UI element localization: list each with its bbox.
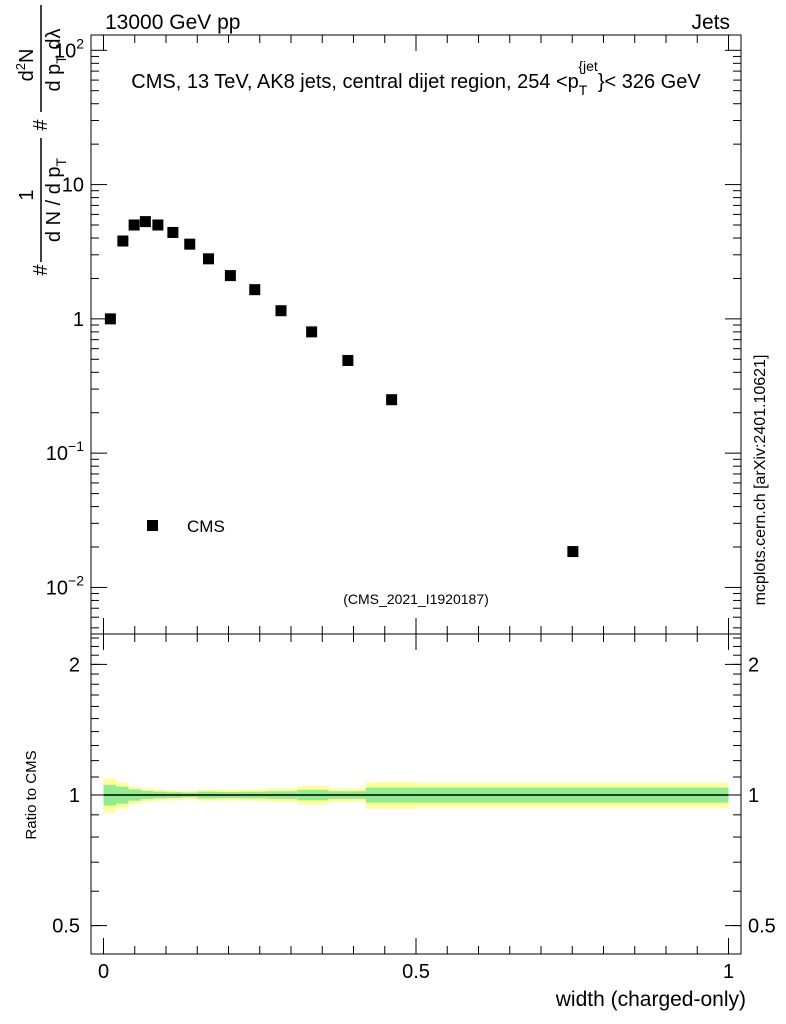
ratio-y-tick-label-left: 0.5 [52, 916, 80, 938]
ratio-y-tick-label-left: 1 [69, 785, 80, 807]
y-tick-label: 10 [62, 175, 84, 197]
x-tick-label: 0 [98, 961, 109, 983]
legend: CMS [147, 517, 225, 536]
main-frame [90, 34, 742, 635]
svg-text:1: 1 [16, 189, 38, 200]
ratio-plot-area: 2 2 1 1 0.5 0.5 0 0.5 1 [52, 634, 776, 983]
y-tick-label: 10−2 [46, 572, 84, 599]
ratio-y-tick-label-right: 0.5 [748, 916, 776, 938]
side-watermark-label: mcplots.cern.ch [arXiv:2401.10621] [752, 355, 769, 606]
data-point-cms [139, 216, 151, 228]
x-axis-label: width (charged-only) [555, 988, 746, 1011]
ratio-frame [90, 633, 742, 955]
data-point-cms [104, 313, 116, 325]
y-tick-label: 1 [73, 309, 84, 331]
legend-marker [147, 520, 158, 531]
data-point-cms [167, 226, 179, 238]
data-point-cms [203, 253, 214, 265]
chart-title: CMS, 13 TeV, AK8 jets, central dijet reg… [131, 58, 701, 98]
category-label: Jets [691, 11, 730, 34]
data-point-cms [342, 354, 354, 366]
data-point-cms [128, 219, 140, 231]
y-axis-label-main: # 1 d N / d pT # d2N d pT dλ [13, 5, 69, 276]
data-point-cms [224, 270, 236, 282]
ratio-y-tick-label-right: 1 [748, 785, 759, 807]
svg-text:d2N: d2N [13, 49, 38, 82]
data-point-cms [275, 305, 287, 317]
svg-text:#: # [30, 119, 52, 131]
x-tick-label: 1 [723, 961, 734, 983]
data-point-cms [117, 235, 129, 247]
data-point-cms [306, 326, 318, 338]
svg-text:d N / d pT: d N / d pT [43, 157, 69, 242]
y-tick-label: 10−1 [46, 438, 84, 465]
ratio-y-tick-label-left: 2 [69, 654, 80, 676]
y-axis-label-ratio: Ratio to CMS [23, 750, 40, 839]
x-tick-label: 0.5 [402, 961, 430, 983]
data-point-cms [567, 546, 579, 558]
svg-text:#: # [30, 264, 52, 276]
main-panel: 102 10 1 10−1 10−2 CMS, 13 TeV, AK8 jets, ce… [13, 5, 742, 635]
ratio-panel: 2 2 1 1 0.5 0.5 0 0.5 1 Ratio to CMS width (char… [23, 633, 776, 1011]
main-plot-area: 102 10 1 10−1 10−2 [46, 35, 741, 634]
energy-label: 13000 GeV pp [105, 11, 240, 34]
analysis-label: (CMS_2021_I1920187) [343, 591, 489, 607]
data-point-cms [249, 284, 261, 296]
data-point-cms [386, 394, 398, 406]
data-point-cms [152, 219, 164, 231]
legend-label-cms: CMS [187, 517, 225, 536]
ratio-y-tick-label-right: 2 [748, 654, 759, 676]
svg-text:d pT dλ: d pT dλ [43, 28, 69, 91]
y-tick-label: 102 [54, 35, 84, 62]
data-point-cms [184, 238, 196, 250]
